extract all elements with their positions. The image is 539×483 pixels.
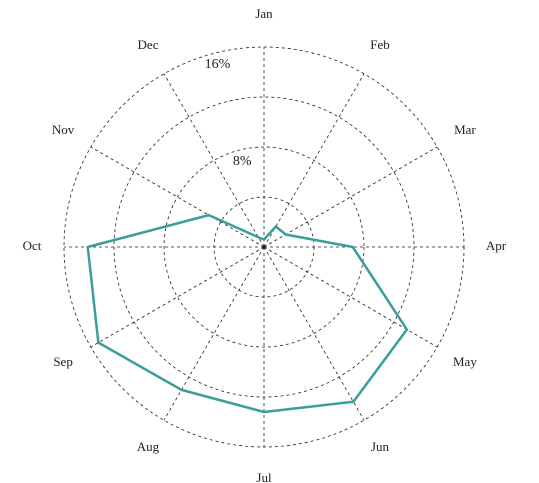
spoke [263,246,438,348]
category-label: Dec [138,37,159,52]
grid-circle [163,146,365,348]
category-label: Jan [255,6,273,21]
r-tick-label: 8% [233,154,252,169]
spoke [263,146,438,248]
category-label: Apr [486,238,507,253]
series-line [86,213,409,414]
category-label: May [453,354,477,369]
category-label: Oct [23,238,42,253]
category-label: Jul [256,470,272,483]
category-label: Feb [370,37,390,52]
r-tick-label: 16% [205,57,231,72]
category-label: Aug [137,439,160,454]
spoke [90,246,265,348]
spoke [163,246,265,421]
category-label: Jun [371,439,390,454]
category-label: Mar [454,122,476,137]
category-label: Sep [53,354,73,369]
category-label: Nov [52,122,75,137]
